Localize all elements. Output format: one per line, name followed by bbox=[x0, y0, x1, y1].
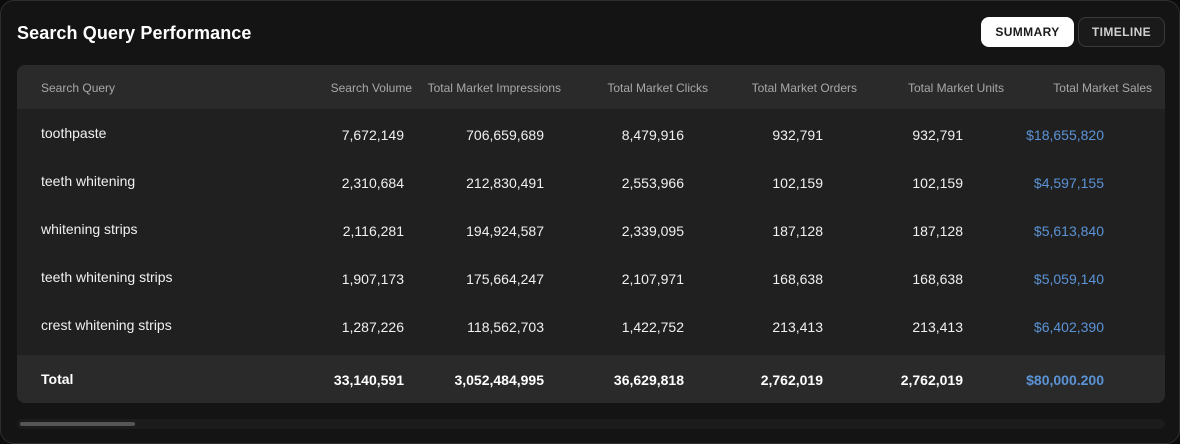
table-row[interactable]: teeth whitening 2,310,684 212,830,491 2,… bbox=[17, 157, 1165, 205]
cell-total-market-sales[interactable]: $6,402,390 bbox=[1033, 319, 1104, 335]
column-header-total-market-impressions[interactable]: Total Market Impressions bbox=[427, 81, 561, 95]
total-market-clicks: 36,629,818 bbox=[613, 372, 684, 388]
column-header-total-market-sales[interactable]: Total Market Sales bbox=[1053, 81, 1152, 95]
tab-timeline[interactable]: TIMELINE bbox=[1078, 17, 1165, 47]
horizontal-scrollbar[interactable] bbox=[17, 419, 1165, 429]
total-market-units: 2,762,019 bbox=[900, 372, 963, 388]
total-market-orders: 2,762,019 bbox=[760, 372, 823, 388]
cell-total-market-clicks: 8,479,916 bbox=[621, 127, 684, 143]
table-row[interactable]: teeth whitening strips 1,907,173 175,664… bbox=[17, 253, 1165, 301]
cell-total-market-impressions: 175,664,247 bbox=[466, 271, 544, 287]
total-market-impressions: 3,052,484,995 bbox=[454, 372, 544, 388]
column-header-search-volume[interactable]: Search Volume bbox=[330, 81, 412, 95]
cell-total-market-orders: 932,791 bbox=[772, 127, 823, 143]
cell-total-market-orders: 102,159 bbox=[772, 175, 823, 191]
cell-total-market-impressions: 194,924,587 bbox=[466, 223, 544, 239]
table-row[interactable]: toothpaste 7,672,149 706,659,689 8,479,9… bbox=[17, 109, 1165, 157]
cell-total-market-units: 187,128 bbox=[912, 223, 963, 239]
performance-table: Search Query Search Volume Total Market … bbox=[17, 65, 1165, 403]
card-title: Search Query Performance bbox=[17, 23, 252, 43]
cell-total-market-units: 932,791 bbox=[912, 127, 963, 143]
cell-total-market-impressions: 118,562,703 bbox=[467, 319, 544, 335]
cell-search-volume: 2,116,281 bbox=[342, 223, 404, 239]
cell-search-query: whitening strips bbox=[41, 221, 138, 237]
cell-total-market-sales[interactable]: $5,613,840 bbox=[1033, 223, 1104, 239]
column-header-total-market-orders[interactable]: Total Market Orders bbox=[751, 81, 857, 95]
cell-search-volume: 1,907,173 bbox=[341, 271, 404, 287]
table-header: Search Query Search Volume Total Market … bbox=[17, 65, 1165, 109]
cell-total-market-units: 213,413 bbox=[912, 319, 963, 335]
cell-total-market-sales[interactable]: $5,059,140 bbox=[1033, 271, 1104, 287]
cell-total-market-orders: 187,128 bbox=[772, 223, 823, 239]
cell-search-query: toothpaste bbox=[41, 125, 107, 141]
column-header-total-market-clicks[interactable]: Total Market Clicks bbox=[607, 81, 708, 95]
table-row[interactable]: crest whitening strips 1,287,226 118,562… bbox=[17, 301, 1165, 349]
cell-search-query: crest whitening strips bbox=[41, 317, 172, 333]
table-total-row: Total 33,140,591 3,052,484,995 36,629,81… bbox=[17, 355, 1165, 403]
cell-total-market-orders: 213,413 bbox=[772, 319, 823, 335]
cell-total-market-impressions: 706,659,689 bbox=[466, 127, 544, 143]
cell-total-market-clicks: 1,422,752 bbox=[621, 319, 684, 335]
cell-total-market-clicks: 2,553,966 bbox=[621, 175, 684, 191]
table-row[interactable]: whitening strips 2,116,281 194,924,587 2… bbox=[17, 205, 1165, 253]
cell-search-query: teeth whitening bbox=[41, 173, 136, 189]
total-label: Total bbox=[41, 371, 74, 387]
cell-total-market-sales[interactable]: $18,655,820 bbox=[1026, 127, 1104, 143]
column-header-search-query[interactable]: Search Query bbox=[41, 81, 116, 95]
tab-summary[interactable]: SUMMARY bbox=[981, 17, 1074, 47]
cell-total-market-impressions: 212,830,491 bbox=[466, 175, 544, 191]
cell-search-query: teeth whitening strips bbox=[41, 269, 173, 285]
cell-total-market-sales[interactable]: $4,597,155 bbox=[1033, 175, 1104, 191]
cell-search-volume: 2,310,684 bbox=[341, 175, 404, 191]
scrollbar-thumb[interactable] bbox=[20, 422, 135, 426]
cell-search-volume: 1,287,226 bbox=[341, 319, 404, 335]
cell-search-volume: 7,672,149 bbox=[341, 127, 404, 143]
cell-total-market-orders: 168,638 bbox=[772, 271, 823, 287]
column-header-total-market-units[interactable]: Total Market Units bbox=[907, 81, 1004, 95]
cell-total-market-units: 102,159 bbox=[912, 175, 963, 191]
view-tabs: SUMMARY TIMELINE bbox=[981, 17, 1165, 47]
cell-total-market-clicks: 2,339,095 bbox=[621, 223, 684, 239]
cell-total-market-clicks: 2,107,971 bbox=[621, 271, 684, 287]
cell-total-market-units: 168,638 bbox=[912, 271, 963, 287]
total-market-sales: $80,000.200 bbox=[1026, 372, 1104, 388]
total-search-volume: 33,140,591 bbox=[333, 372, 404, 388]
